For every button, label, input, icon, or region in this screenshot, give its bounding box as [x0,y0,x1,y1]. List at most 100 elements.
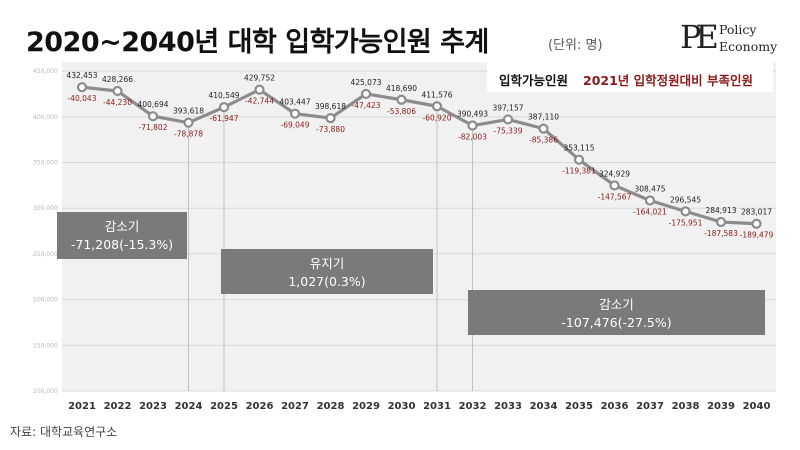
logo-mark: PE [680,18,719,56]
data-label-capacity: 308,475 [634,184,665,193]
data-label-deficit: -61,947 [210,114,239,123]
period-title: 감소기 [105,219,140,234]
data-label-capacity: 387,110 [528,113,559,122]
data-label-capacity: 410,549 [208,91,239,100]
data-point [183,117,194,128]
y-tick-label: 300,000 [33,205,58,212]
data-point [467,120,478,131]
x-tick-label: 2030 [388,401,416,412]
series-line-capacity [81,85,757,226]
legend: 입학가능인원 2021년 입학정원대비 부족인원 [487,62,773,92]
y-tick-label: 400,000 [33,114,58,121]
data-label-deficit: -147,567 [598,192,632,201]
period-box [468,290,765,335]
x-tick-label: 2040 [743,401,771,412]
period-value: -107,476(-27.5%) [561,315,671,330]
data-label-deficit: -78,878 [174,130,203,139]
data-label-capacity: 400,694 [137,100,168,109]
legend-item-capacity: 입학가능인원 [499,73,569,88]
x-tick-label: 2021 [68,401,96,412]
y-tick-label: 350,000 [33,160,58,167]
legend-item-deficit: 2021년 입학정원대비 부족인원 [583,73,753,88]
data-point [538,123,549,134]
data-label-capacity: 296,545 [670,195,701,204]
data-label-capacity: 283,017 [741,208,772,217]
data-label-capacity: 393,618 [173,107,204,116]
policy-economy-logo: PE Policy Economy [676,14,786,62]
period-value: -71,208(-15.3%) [71,237,173,252]
y-tick-label: 200,000 [33,297,58,304]
y-tick-label: 100,000 [33,388,58,395]
data-label-deficit: -71,802 [139,123,168,132]
data-label-capacity: 397,157 [492,103,523,112]
data-point [502,114,514,125]
data-label-capacity: 324,929 [599,169,630,178]
data-label-deficit: -175,951 [669,218,703,227]
data-point [147,111,159,122]
x-tick-label: 2026 [246,401,274,412]
data-label-deficit: -44,230 [103,98,132,107]
x-tick-label: 2035 [565,401,593,412]
data-label-capacity: 432,453 [66,71,97,80]
data-point [573,154,585,165]
x-tick-label: 2023 [139,401,167,412]
data-label-deficit: -73,880 [316,125,345,134]
data-label-deficit: -69,049 [281,121,310,130]
data-label-capacity: 411,576 [421,90,452,99]
data-label-deficit: -75,339 [494,126,523,135]
data-label-deficit: -82,003 [458,133,487,142]
period-title: 유지기 [310,256,345,271]
data-point [396,94,407,105]
x-tick-label: 2034 [530,401,558,412]
data-point [680,206,691,217]
data-label-deficit: -60,920 [423,113,452,122]
data-label-deficit: -164,021 [633,207,667,216]
y-tick-label: 250,000 [33,251,58,258]
data-label-deficit: -40,043 [68,94,97,103]
data-point [609,180,620,191]
logo-text-policy: Policy [719,22,757,37]
chart-title: 2020~2040년 대학 입학가능인원 추계 [26,27,489,58]
unit-label: (단위: 명) [548,38,603,53]
data-label-capacity: 418,690 [386,84,417,93]
x-tick-label: 2025 [210,401,238,412]
data-point [254,84,265,95]
x-tick-label: 2037 [636,401,664,412]
data-label-capacity: 284,913 [705,206,736,215]
data-label-deficit: -189,479 [740,231,774,240]
data-point [431,101,443,112]
period-box [221,249,433,294]
data-point [218,102,230,113]
data-point [360,88,372,100]
data-point [76,82,88,93]
data-label-capacity: 403,447 [279,98,310,107]
x-tick-label: 2033 [494,401,522,412]
x-tick-label: 2029 [352,401,380,412]
x-tick-label: 2022 [104,401,132,412]
data-label-capacity: 398,618 [315,102,346,111]
data-label-deficit: -119,381 [562,167,596,176]
data-label-deficit: -85,386 [529,136,558,145]
period-value: 1,027(0.3%) [288,274,365,289]
data-point [112,85,123,97]
x-tick-label: 2031 [423,401,451,412]
x-tick-label: 2027 [281,401,309,412]
x-tick-label: 2039 [707,401,735,412]
source-note: 자료: 대학교육연구소 [10,425,118,439]
y-tick-label: 450,000 [33,68,58,75]
data-point [644,195,656,206]
data-label-deficit: -53,806 [387,107,416,116]
logo-text-economy: Economy [719,39,778,54]
data-label-capacity: 428,266 [102,75,133,84]
data-label-deficit: -187,583 [704,229,738,238]
x-tick-label: 2024 [175,401,203,412]
data-point [325,112,336,124]
data-label-capacity: 425,073 [350,78,381,87]
x-tick-label: 2038 [672,401,700,412]
y-tick-label: 150,000 [33,342,58,349]
x-tick-label: 2036 [601,401,629,412]
data-point [715,216,727,228]
x-tick-label: 2028 [317,401,345,412]
x-tick-label: 2032 [459,401,487,412]
